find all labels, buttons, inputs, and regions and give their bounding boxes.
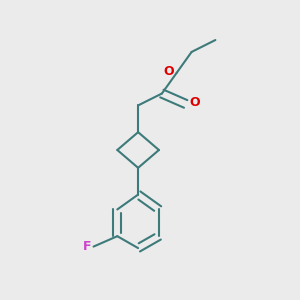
Text: F: F — [83, 240, 91, 253]
Text: O: O — [163, 65, 174, 78]
Text: O: O — [189, 96, 200, 109]
